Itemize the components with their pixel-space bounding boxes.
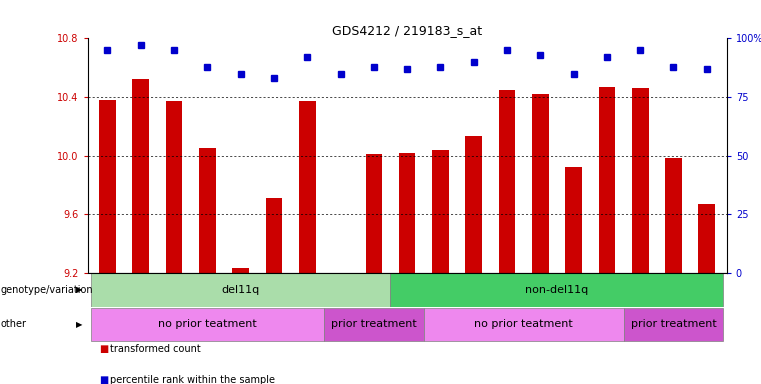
Bar	[390, 273, 724, 306]
Bar	[599, 87, 615, 273]
Text: ■: ■	[99, 344, 108, 354]
Bar	[91, 273, 390, 306]
Bar	[299, 101, 316, 273]
Text: ■: ■	[99, 375, 108, 384]
Bar	[399, 152, 416, 273]
Text: percentile rank within the sample: percentile rank within the sample	[110, 375, 275, 384]
Text: non-del11q: non-del11q	[525, 285, 588, 295]
Bar	[199, 148, 215, 273]
Text: prior treatment: prior treatment	[331, 319, 417, 329]
Bar	[99, 100, 116, 273]
Text: ▶: ▶	[75, 320, 82, 329]
Bar	[623, 308, 724, 341]
Bar	[91, 308, 324, 341]
Text: prior treatment: prior treatment	[631, 319, 716, 329]
Title: GDS4212 / 219183_s_at: GDS4212 / 219183_s_at	[332, 24, 482, 37]
Bar	[132, 79, 149, 273]
Bar	[266, 198, 282, 273]
Bar	[565, 167, 582, 273]
Text: no prior teatment: no prior teatment	[158, 319, 256, 329]
Bar	[466, 136, 482, 273]
Bar	[324, 308, 424, 341]
Bar	[632, 88, 648, 273]
Text: no prior teatment: no prior teatment	[474, 319, 573, 329]
Text: transformed count: transformed count	[110, 344, 201, 354]
Bar	[166, 101, 183, 273]
Bar	[498, 89, 515, 273]
Text: other: other	[1, 319, 27, 329]
Text: del11q: del11q	[221, 285, 260, 295]
Bar	[424, 308, 623, 341]
Bar	[699, 204, 715, 273]
Text: genotype/variation: genotype/variation	[1, 285, 94, 295]
Bar	[532, 94, 549, 273]
Bar	[365, 154, 382, 273]
Bar	[232, 268, 249, 273]
Text: ▶: ▶	[75, 285, 82, 295]
Bar	[665, 159, 682, 273]
Bar	[432, 150, 449, 273]
